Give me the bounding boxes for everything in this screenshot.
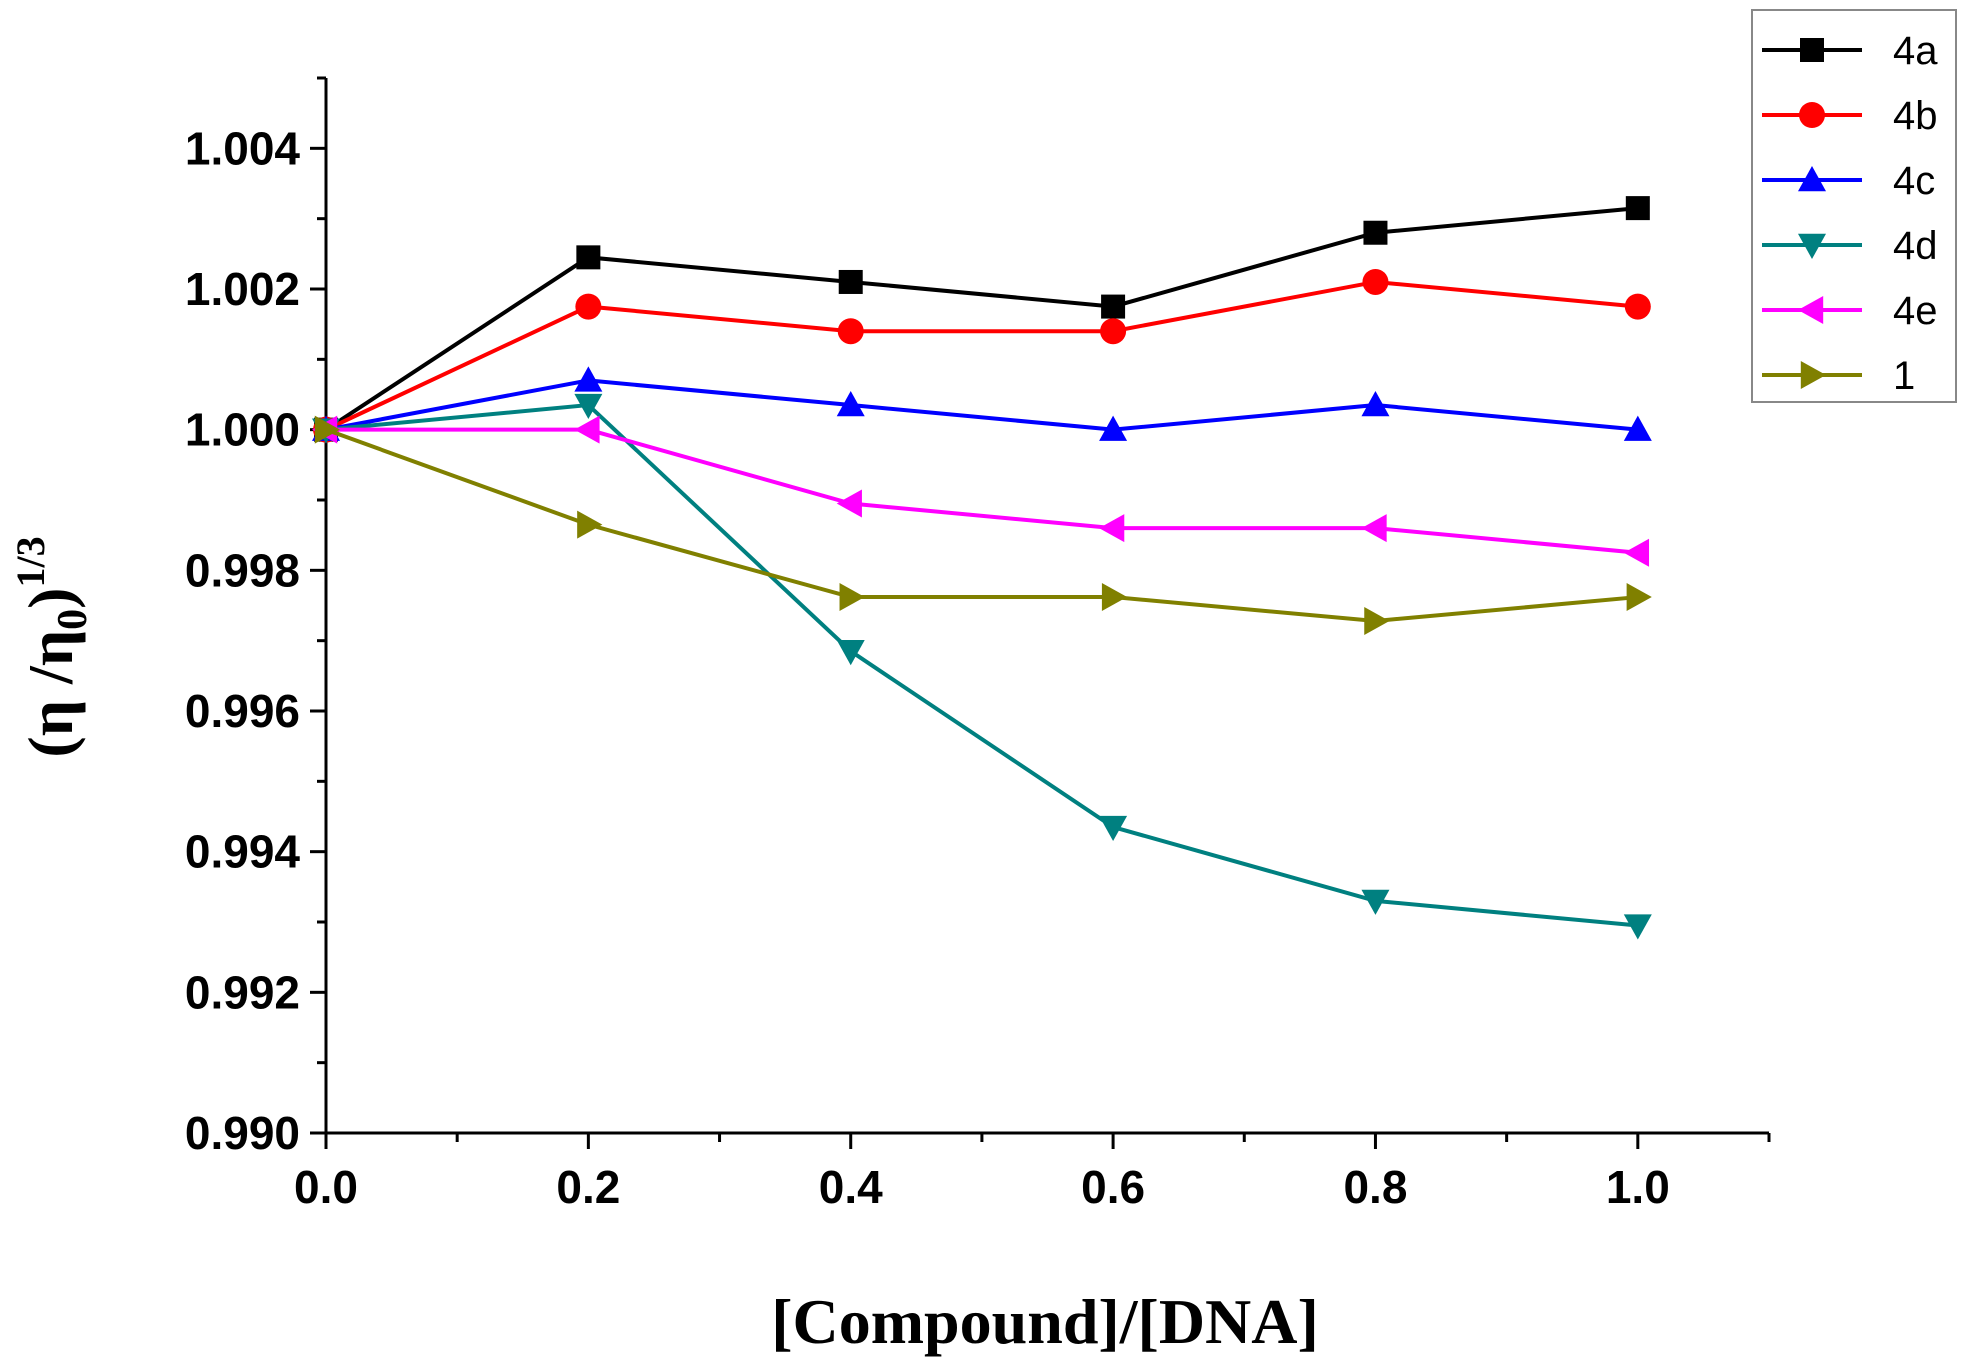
data-point-4c bbox=[1623, 415, 1652, 441]
x-tick-label: 0.6 bbox=[1081, 1161, 1145, 1213]
legend-item-4b: 4b bbox=[1762, 94, 1938, 138]
series-line-1 bbox=[325, 427, 1638, 623]
data-point-4d bbox=[1361, 889, 1390, 915]
data-point-4d bbox=[836, 640, 865, 666]
data-point-1 bbox=[1101, 583, 1128, 612]
y-tick-label: 1.000 bbox=[185, 404, 300, 456]
series-line-4b bbox=[325, 279, 1639, 432]
data-point-4b bbox=[837, 318, 864, 345]
y-axis-title-close: ) bbox=[15, 588, 86, 609]
legend: 4a 4b 4c 4d 4e 1 bbox=[1751, 9, 1957, 403]
y-tick-label: 0.994 bbox=[185, 826, 301, 878]
data-point-1 bbox=[1626, 583, 1652, 612]
series-4e bbox=[312, 415, 1650, 567]
axes bbox=[324, 78, 1769, 1135]
y-axis-title-base: (η /η bbox=[15, 630, 86, 758]
data-point-4b bbox=[1362, 268, 1389, 295]
data-point-1 bbox=[839, 583, 865, 612]
legend-label: 4c bbox=[1893, 159, 1935, 203]
series-line-4e bbox=[326, 427, 1639, 555]
legend-item-4c: 4c bbox=[1762, 159, 1935, 203]
data-point-4e bbox=[1099, 514, 1125, 543]
legend-marker bbox=[1800, 38, 1824, 62]
legend-box bbox=[1751, 9, 1957, 403]
legend-item-4e: 4e bbox=[1762, 289, 1938, 333]
series-line-4d bbox=[325, 402, 1639, 928]
legend-label: 4b bbox=[1893, 94, 1938, 138]
legend-marker bbox=[1800, 361, 1826, 389]
y-axis-title-sup: 1/3 bbox=[8, 536, 53, 587]
x-tick-label: 1.0 bbox=[1606, 1161, 1670, 1213]
y-tick-label: 1.004 bbox=[185, 122, 301, 174]
y-tick-label: 0.992 bbox=[185, 966, 300, 1018]
y-tick-label: 0.998 bbox=[185, 544, 300, 596]
legend-marker bbox=[1799, 102, 1825, 128]
legend-marker bbox=[1798, 296, 1824, 324]
data-point-4a bbox=[576, 245, 601, 270]
legend-item-4d: 4d bbox=[1762, 224, 1938, 268]
y-axis-title: (η /η0)1/3 bbox=[8, 536, 96, 757]
data-point-1 bbox=[1364, 606, 1390, 635]
series-1 bbox=[314, 415, 1652, 635]
data-point-4c bbox=[1099, 415, 1128, 441]
data-point-4e bbox=[1361, 514, 1387, 543]
legend-label: 4d bbox=[1893, 224, 1938, 268]
data-point-4c bbox=[574, 366, 603, 392]
legend-item-4a: 4a bbox=[1762, 29, 1938, 73]
series-group bbox=[312, 196, 1652, 940]
data-point-4a bbox=[1625, 196, 1650, 221]
data-point-4d bbox=[574, 393, 603, 420]
data-point-4a bbox=[1101, 294, 1126, 319]
data-point-4e bbox=[574, 415, 600, 444]
legend-label: 1 bbox=[1893, 354, 1915, 398]
data-point-4d bbox=[1099, 815, 1128, 842]
data-point-4a bbox=[838, 269, 863, 294]
data-point-4b bbox=[1624, 293, 1651, 320]
data-point-4a bbox=[1363, 220, 1388, 245]
data-point-4e bbox=[1623, 538, 1650, 567]
series-4b bbox=[313, 268, 1651, 443]
x-tick-label: 0.0 bbox=[294, 1161, 358, 1213]
legend-item-1: 1 bbox=[1762, 354, 1915, 398]
data-point-4b bbox=[1100, 318, 1127, 345]
y-tick-label: 1.002 bbox=[185, 263, 300, 315]
legend-label: 4a bbox=[1893, 29, 1938, 73]
data-point-4d bbox=[1623, 914, 1652, 940]
x-tick-label: 0.8 bbox=[1343, 1161, 1407, 1213]
x-tick-label: 0.2 bbox=[556, 1161, 620, 1213]
data-point-4c bbox=[836, 391, 865, 417]
data-point-4c bbox=[1361, 391, 1390, 417]
legend-label: 4e bbox=[1893, 289, 1938, 333]
y-axis-title-sub: 0 bbox=[50, 609, 96, 630]
legend-marker bbox=[1798, 233, 1826, 259]
data-point-1 bbox=[314, 415, 340, 444]
data-point-1 bbox=[577, 510, 603, 539]
series-line-4c bbox=[325, 378, 1639, 432]
series-4a bbox=[314, 196, 1650, 442]
ticks: 0.0 0.2 0.4 0.6 0.8 1.0 0.990 0.992 0.994 0.996 0.… bbox=[185, 76, 1771, 1213]
x-tick-label: 0.4 bbox=[819, 1161, 883, 1213]
svg-text:(η /η0)1/3: (η /η0)1/3 bbox=[8, 536, 96, 757]
data-point-4b bbox=[575, 293, 602, 320]
legend-marker bbox=[1798, 166, 1826, 192]
series-line-4a bbox=[324, 206, 1639, 432]
y-tick-label: 0.996 bbox=[185, 685, 300, 737]
x-axis-title: [Compound]/[DNA] bbox=[771, 1286, 1319, 1357]
data-point-4e bbox=[836, 489, 862, 518]
series-4d bbox=[312, 393, 1652, 940]
y-tick-label: 0.990 bbox=[185, 1107, 300, 1159]
